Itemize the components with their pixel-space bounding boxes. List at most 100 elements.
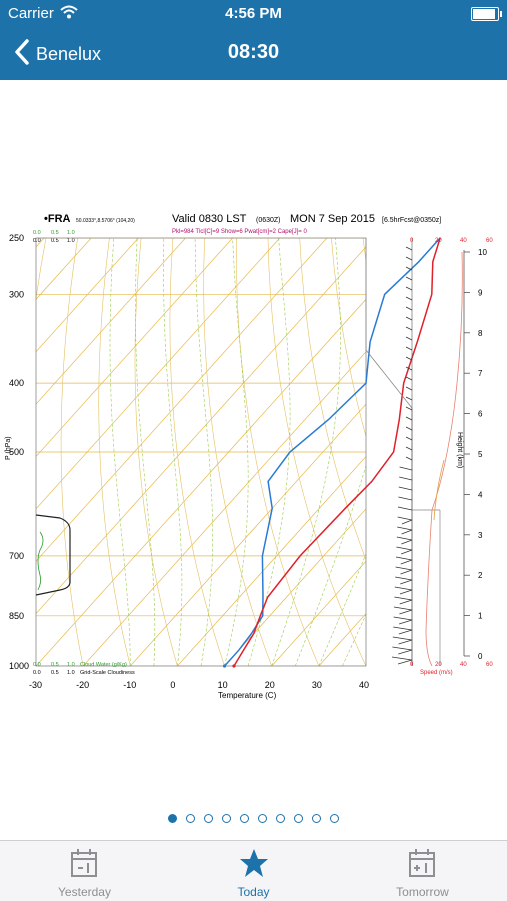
temperature-tick: -30 [29, 680, 42, 690]
svg-text:0.0: 0.0 [33, 662, 41, 668]
status-bar: Carrier 4:56 PM [0, 0, 507, 28]
isotherm [365, 665, 366, 666]
height-tick: 9 [478, 288, 483, 297]
svg-text:0.0: 0.0 [33, 238, 41, 244]
moist-adiabat [135, 238, 156, 666]
page-dot[interactable] [312, 814, 321, 823]
moist-adiabat [342, 613, 366, 666]
page-dot[interactable] [240, 814, 249, 823]
dry-adiabat [267, 238, 366, 666]
svg-text:1.0: 1.0 [67, 662, 75, 668]
temperature-tick: 10 [218, 680, 228, 690]
isotherm [36, 238, 186, 405]
pressure-axis-label: P (hPa) [5, 436, 12, 460]
svg-text:0.5: 0.5 [51, 230, 59, 236]
page-dot[interactable] [330, 814, 339, 823]
moist-adiabat [109, 238, 131, 666]
plot-frame [35, 237, 367, 667]
page-dot[interactable] [294, 814, 303, 823]
page-dot[interactable] [204, 814, 213, 823]
svg-text:Grid-Scale Cloudiness: Grid-Scale Cloudiness [80, 670, 135, 676]
svg-text:20: 20 [435, 238, 442, 244]
isotherm [82, 351, 366, 666]
dry-adiabat [458, 238, 507, 666]
page-dot[interactable] [258, 814, 267, 823]
svg-text:40: 40 [460, 662, 467, 668]
isotherm [224, 508, 366, 666]
calendar-plus-icon [408, 848, 436, 878]
dry-adiabat [490, 238, 507, 666]
page-dot[interactable] [222, 814, 231, 823]
indices-label: Pkl=984 Tlcl[C]=9 Show=6 Pwat[cm]=2 Cape… [172, 229, 307, 235]
moist-adiabat [194, 238, 213, 666]
tab-yesterday[interactable]: Yesterday [0, 841, 169, 901]
wifi-icon [60, 5, 78, 23]
moist-adiabat [247, 238, 291, 666]
skew-grid [36, 238, 507, 666]
page-dot[interactable] [186, 814, 195, 823]
fcst-label: [6.5hrFcst@0350z] [382, 217, 441, 224]
svg-text:1.0: 1.0 [67, 238, 75, 244]
tab-tomorrow[interactable]: Tomorrow [338, 841, 507, 901]
svg-text:1.0: 1.0 [67, 670, 75, 676]
wind-panel: 0 1 2 3 4 5 6 7 8 9 10 Height (km) 0 20 40 60 0 20… [365, 238, 493, 676]
moist-adiabat [271, 238, 341, 666]
isotherm [177, 455, 366, 666]
cloud-water-profile [37, 531, 44, 591]
temperature-line [233, 237, 441, 667]
svg-text:60: 60 [486, 662, 493, 668]
temperature-tick: 20 [265, 680, 275, 690]
nav-bar: Benelux 08:30 [0, 28, 507, 80]
page-dot[interactable] [276, 814, 285, 823]
back-button[interactable]: Benelux [14, 38, 101, 70]
dry-adiabat [169, 238, 225, 666]
height-tick: 7 [478, 369, 483, 378]
pressure-tick: 1000 [9, 661, 29, 671]
height-tick: 6 [478, 410, 483, 419]
height-axis-label: Height (km) [456, 432, 463, 468]
page-indicator[interactable] [0, 814, 507, 828]
moist-adiabat [224, 238, 249, 666]
moist-adiabat [163, 238, 183, 666]
dry-adiabat [299, 238, 366, 561]
tab-today[interactable]: Today [169, 841, 338, 901]
calendar-minus-icon [70, 848, 98, 878]
temperature-tick: 30 [312, 680, 322, 690]
page-dot[interactable] [168, 814, 177, 823]
back-label: Benelux [36, 43, 102, 64]
pressure-tick: 500 [9, 447, 24, 457]
isotherm [36, 238, 281, 510]
skewt-chart[interactable]: •FRA 50.0333°,8.5706° (104,20) Valid 083… [0, 210, 507, 710]
wind-barbs [391, 246, 413, 665]
valid-label: Valid 0830 LST [172, 213, 247, 225]
station-coords: 50.0333°,8.5706° (104,20) [76, 218, 135, 224]
pressure-tick: 400 [9, 378, 24, 388]
height-tick: 8 [478, 329, 483, 338]
svg-text:20: 20 [435, 662, 442, 668]
isotherm [36, 238, 328, 562]
svg-text:0: 0 [410, 662, 414, 668]
svg-text:0.0: 0.0 [33, 670, 41, 676]
tab-label-yesterday: Yesterday [58, 885, 111, 899]
cloudiness-profile [35, 514, 71, 596]
speed-profile [425, 251, 463, 667]
station-label: •FRA [44, 213, 71, 225]
isotherm [36, 298, 366, 666]
dry-adiabat [60, 238, 84, 666]
utc-label: (0630Z) [256, 217, 281, 224]
svg-text:Cloud Water (g/Kg): Cloud Water (g/Kg) [80, 662, 127, 668]
isotherm [36, 246, 366, 615]
tab-bar: Yesterday Today Tomorrow [0, 840, 507, 901]
svg-text:1.0: 1.0 [67, 230, 75, 236]
speed-ticks-top: 0 20 40 60 [410, 238, 493, 244]
height-tick: 0 [478, 652, 483, 661]
temperature-tick: -10 [123, 680, 136, 690]
temperature-axis: -30 -20 -10 0 10 20 30 40 [29, 680, 369, 690]
height-tick: 2 [478, 571, 483, 580]
svg-text:0.5: 0.5 [51, 662, 59, 668]
height-tick: 4 [478, 490, 483, 499]
surface-point [232, 664, 236, 668]
status-time: 4:56 PM [225, 5, 282, 22]
isotherm [36, 238, 233, 457]
dry-adiabat [331, 238, 366, 438]
